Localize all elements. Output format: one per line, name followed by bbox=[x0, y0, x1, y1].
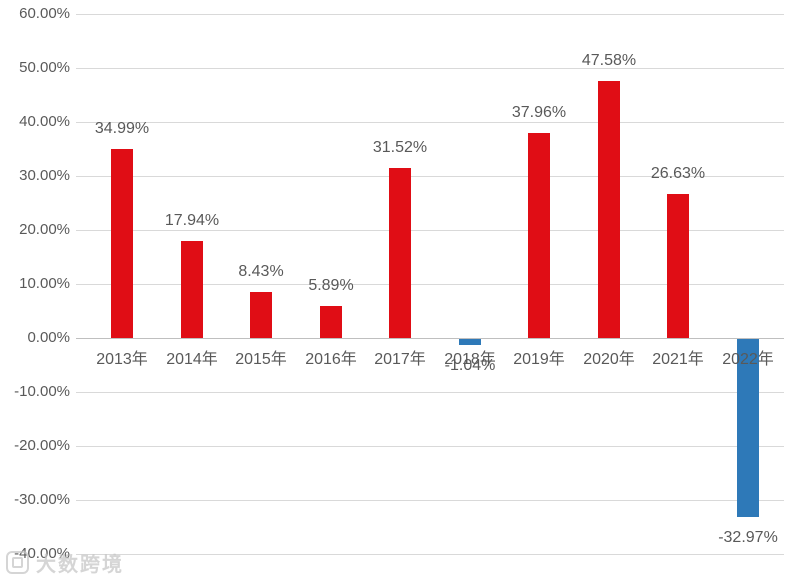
gridline bbox=[76, 500, 784, 501]
gridline bbox=[76, 554, 784, 555]
bar-value-label: 37.96% bbox=[511, 104, 567, 121]
x-tick-label: 2019年 bbox=[513, 351, 565, 368]
y-tick-label: 60.00% bbox=[19, 5, 70, 22]
bar-2017年 bbox=[389, 168, 411, 338]
bar-2015年 bbox=[250, 292, 272, 338]
bar-value-label: 26.63% bbox=[650, 165, 706, 182]
gridline bbox=[76, 392, 784, 393]
x-tick-label: 2018年 bbox=[444, 351, 496, 368]
gridline bbox=[76, 68, 784, 69]
bar-2014年 bbox=[181, 241, 203, 338]
bar-2016年 bbox=[320, 306, 342, 338]
gridline bbox=[76, 176, 784, 177]
x-tick-label: 2016年 bbox=[305, 351, 357, 368]
bar-value-label: -32.97% bbox=[718, 529, 778, 546]
watermark-logo-icon bbox=[6, 551, 29, 574]
y-tick-label: -30.00% bbox=[14, 491, 70, 508]
bar-2018年 bbox=[459, 339, 481, 345]
bar-value-label: 47.58% bbox=[581, 52, 637, 69]
x-tick-label: 2020年 bbox=[583, 351, 635, 368]
bar-2013年 bbox=[111, 149, 133, 338]
x-tick-label: 2015年 bbox=[235, 351, 287, 368]
x-axis-line bbox=[76, 338, 784, 339]
gridline bbox=[76, 14, 784, 15]
y-tick-label: -20.00% bbox=[14, 437, 70, 454]
bar-2019年 bbox=[528, 133, 550, 338]
y-tick-label: 0.00% bbox=[27, 329, 70, 346]
x-tick-label: 2014年 bbox=[166, 351, 218, 368]
bar-value-label: 5.89% bbox=[308, 277, 354, 294]
bar-value-label: 8.43% bbox=[238, 263, 284, 280]
y-tick-label: 40.00% bbox=[19, 113, 70, 130]
x-tick-label: 2022年 bbox=[722, 351, 774, 368]
watermark: 大数跨境 bbox=[6, 548, 124, 575]
gridline bbox=[76, 122, 784, 123]
y-tick-label: -10.00% bbox=[14, 383, 70, 400]
gridline bbox=[76, 446, 784, 447]
bar-2020年 bbox=[598, 81, 620, 338]
x-tick-label: 2013年 bbox=[96, 351, 148, 368]
x-tick-label: 2017年 bbox=[374, 351, 426, 368]
gridline bbox=[76, 230, 784, 231]
y-tick-label: 20.00% bbox=[19, 221, 70, 238]
watermark-text: 大数跨境 bbox=[36, 554, 124, 575]
y-tick-label: 50.00% bbox=[19, 59, 70, 76]
bar-2022年 bbox=[737, 339, 759, 517]
bar-value-label: 34.99% bbox=[94, 120, 150, 137]
y-tick-label: 10.00% bbox=[19, 275, 70, 292]
bar-2021年 bbox=[667, 194, 689, 338]
bar-value-label: -1.04% bbox=[444, 357, 496, 374]
bar-value-label: 17.94% bbox=[164, 212, 220, 229]
y-tick-label: 30.00% bbox=[19, 167, 70, 184]
gridline bbox=[76, 284, 784, 285]
x-tick-label: 2021年 bbox=[652, 351, 704, 368]
bar-value-label: 31.52% bbox=[372, 139, 428, 156]
